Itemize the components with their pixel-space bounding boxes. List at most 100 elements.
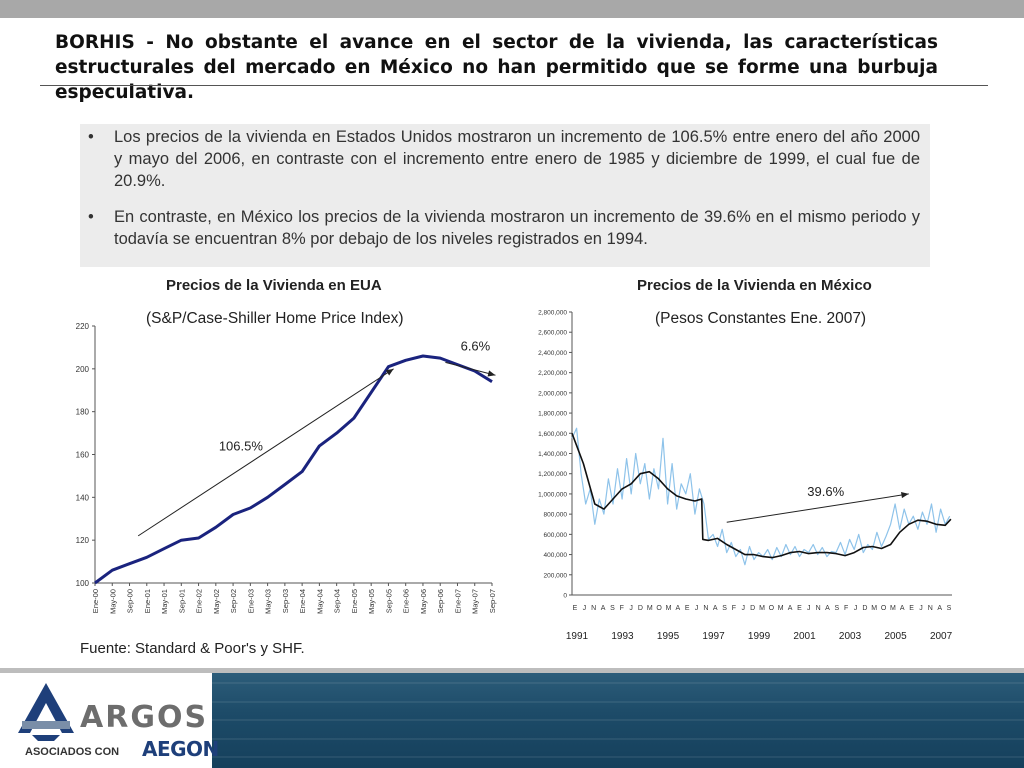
mx-annotation-label: 39.6% [807,484,844,499]
mx-chart-subtitle: (Pesos Constantes Ene. 2007) [655,310,867,327]
mx-month-label: N [816,605,821,612]
mx-y-tick-label: 1,400,000 [538,451,567,458]
mx-month-label: F [844,605,848,612]
us-y-tick-label: 160 [76,451,90,460]
us-arrow-head-icon [487,370,496,377]
mx-month-label: J [854,605,858,612]
mx-trend-arrow [726,493,909,523]
us-trend-arrow [137,368,394,537]
mx-month-label: O [769,605,775,612]
us-x-tick-label: Ene-05 [350,589,359,613]
mx-month-label: E [573,605,578,612]
logo-wordmark: ARGOS [80,700,209,735]
bullet-dot-icon: • [88,208,94,226]
mx-month-label: M [666,605,672,612]
mx-year-label: 1999 [748,631,771,642]
mx-month-label: M [647,605,653,612]
us-y-tick-label: 120 [76,536,90,545]
mx-month-label: J [583,605,587,612]
mx-year-label: 2007 [930,631,953,642]
bullet-item: • En contraste, en México los precios de… [88,206,920,250]
mx-month-label: O [881,605,887,612]
footer-divider [0,668,1024,673]
us-x-tick-label: Ene-02 [195,589,204,613]
top-bar [0,0,1024,18]
mx-year-label: 2001 [793,631,816,642]
mx-y-tick-label: 1,000,000 [538,491,567,498]
us-chart-subtitle: (S&P/Case-Shiller Home Price Index) [146,310,404,327]
us-x-tick-label: May-04 [315,589,324,614]
mx-month-label: J [695,605,699,612]
mx-month-label: E [685,605,690,612]
us-x-tick-label: Sep-03 [281,589,290,613]
mx-month-label: D [862,605,867,612]
mx-month-label: N [928,605,933,612]
us-annotation-label: 6.6% [461,338,491,353]
mx-month-label: D [638,605,643,612]
us-chart: 100 120 140 160 180 200 220 Ene-00 May-00 Sep-00 E… [76,322,497,614]
us-y-tick-label: 220 [76,322,90,331]
mx-y-tick-label: 2,800,000 [538,310,567,317]
us-x-tick-label: Ene-06 [402,589,411,613]
mx-month-label: M [890,605,896,612]
us-x-tick-label: Ene-00 [91,589,100,613]
mx-month-label: E [797,605,802,612]
bullets-box: • Los precios de la vivienda en Estados … [80,124,930,267]
bullet-text: En contraste, en México los precios de l… [114,208,920,248]
us-x-tick-label: May-05 [367,589,376,614]
mx-year-label: 1997 [702,631,725,642]
mx-month-label: M [871,605,877,612]
us-y-tick-label: 140 [76,493,90,502]
footer-sea-banner [212,668,1024,768]
mx-y-tick-label: 1,800,000 [538,411,567,418]
mx-year-label: 1991 [566,631,589,642]
mx-month-label: J [919,605,923,612]
mx-year-label: 2005 [884,631,907,642]
us-trend-arrow [445,361,496,376]
mx-year-label: 1995 [657,631,680,642]
us-x-tick-label: May-01 [160,589,169,614]
us-x-tick-label: May-00 [108,589,117,614]
page-headline: BORHIS - No obstante el avance en el sec… [55,32,938,103]
mx-y-tick-label: 2,600,000 [538,330,567,337]
source-note: Fuente: Standard & Poor's y SHF. [80,640,305,657]
mx-month-label: S [947,605,952,612]
headline-rule [40,85,988,86]
mx-month-label: N [591,605,596,612]
mx-month-label: J [807,605,811,612]
us-x-tick-label: Sep-07 [488,589,497,613]
us-x-tick-label: May-06 [419,589,428,614]
us-y-tick-label: 100 [76,579,90,588]
mx-y-tick-label: 0 [563,593,567,600]
us-x-tick-label: Ene-04 [298,589,307,613]
mx-month-label: A [676,605,681,612]
us-annotation-label: 106.5% [219,438,264,453]
us-y-tick-label: 200 [76,365,90,374]
mx-month-label: M [759,605,765,612]
us-x-tick-label: May-03 [264,589,273,614]
footer: ARGOS ASOCIADOS CON AEGON [0,668,1024,768]
mx-month-label: F [732,605,736,612]
mx-arrow-head-icon [901,491,909,499]
bullet-dot-icon: • [88,128,94,146]
us-chart-title: Precios de la Vivienda en EUA [166,277,382,294]
bullet-text: Los precios de la vivienda en Estados Un… [114,128,920,190]
mx-month-label: F [620,605,624,612]
us-x-tick-label: Sep-05 [384,589,393,613]
mx-trend-line [571,433,952,559]
mx-month-label: A [900,605,905,612]
us-x-tick-label: May-02 [212,589,221,614]
mx-month-label: A [788,605,793,612]
mx-month-label: S [610,605,615,612]
us-x-tick-label: Sep-06 [436,589,445,613]
mx-month-label: A [713,605,718,612]
company-logo: ARGOS ASOCIADOS CON AEGON [0,673,219,768]
us-x-tick-label: Sep-00 [126,589,135,613]
mx-month-label: J [742,605,746,612]
mx-month-label: A [601,605,606,612]
us-x-tick-label: Ene-07 [453,589,462,613]
us-x-tick-label: Sep-01 [177,589,186,613]
mx-y-tick-label: 400,000 [544,552,568,559]
mx-y-tick-label: 2,000,000 [538,390,567,397]
mx-month-label: D [750,605,755,612]
